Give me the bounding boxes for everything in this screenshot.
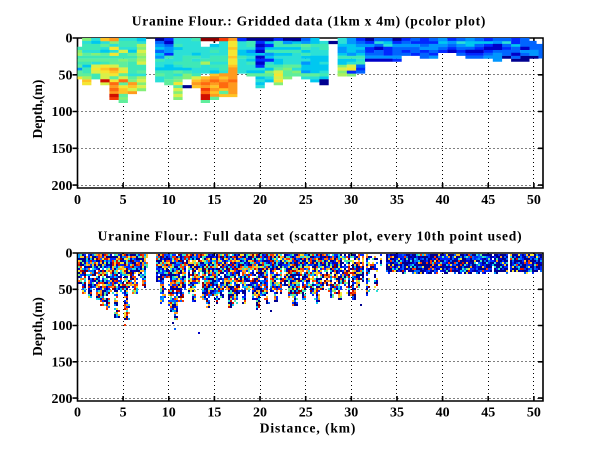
svg-text:Uranine Flour.: Full data set: Uranine Flour.: Full data set (scatter p… (98, 229, 523, 244)
svg-text:40: 40 (436, 406, 450, 421)
svg-text:10: 10 (162, 193, 176, 208)
svg-text:100: 100 (52, 319, 73, 334)
svg-text:35: 35 (390, 406, 404, 421)
svg-text:35: 35 (390, 193, 404, 208)
svg-text:200: 200 (52, 179, 73, 194)
svg-text:15: 15 (207, 193, 221, 208)
svg-text:50: 50 (59, 283, 73, 298)
svg-text:150: 150 (52, 142, 73, 157)
svg-text:10: 10 (162, 406, 176, 421)
svg-text:0: 0 (66, 247, 73, 262)
svg-text:5: 5 (120, 193, 127, 208)
svg-text:Distance, (km): Distance, (km) (260, 421, 357, 436)
svg-text:25: 25 (299, 193, 313, 208)
svg-text:45: 45 (481, 193, 495, 208)
svg-text:Depth,(m): Depth,(m) (30, 80, 45, 139)
svg-text:Depth,(m): Depth,(m) (30, 297, 45, 356)
svg-text:50: 50 (59, 69, 73, 84)
svg-text:25: 25 (299, 406, 313, 421)
svg-text:Uranine Flour.: Gridded data (: Uranine Flour.: Gridded data (1km x 4m) … (132, 14, 486, 29)
svg-text:0: 0 (74, 406, 81, 421)
svg-text:50: 50 (527, 406, 541, 421)
svg-text:0: 0 (66, 32, 73, 47)
svg-text:150: 150 (52, 356, 73, 371)
svg-text:40: 40 (436, 193, 450, 208)
svg-text:20: 20 (253, 193, 267, 208)
svg-text:5: 5 (120, 406, 127, 421)
svg-text:50: 50 (527, 193, 541, 208)
svg-text:30: 30 (344, 406, 358, 421)
svg-text:0: 0 (74, 193, 81, 208)
svg-text:45: 45 (481, 406, 495, 421)
svg-text:100: 100 (52, 105, 73, 120)
svg-text:30: 30 (344, 193, 358, 208)
svg-text:15: 15 (207, 406, 221, 421)
svg-text:200: 200 (52, 392, 73, 407)
svg-text:20: 20 (253, 406, 267, 421)
